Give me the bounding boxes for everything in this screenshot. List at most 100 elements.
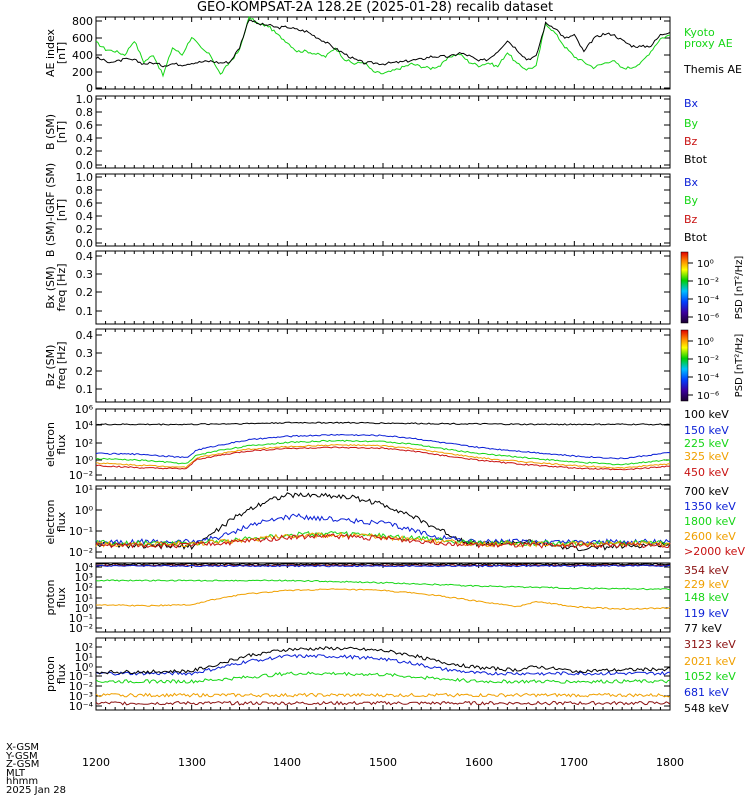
legend-entry: 148 keV [684,591,729,604]
y-tick-label: 10⁻² [69,546,93,559]
y-tick-label: 10⁰ [75,504,94,517]
y-tick-label: 400 [72,49,93,62]
legend-entry: 2600 keV [684,530,736,543]
panel-frame [95,408,671,481]
y-axis-label-unit: flux [55,434,68,455]
colorbar-tick-label: 10⁻⁴ [697,373,719,384]
legend-entry: 77 keV [684,622,722,635]
y-tick-label: 10⁻³ [69,690,93,703]
y-tick-label: 0.4 [76,132,94,145]
legend-entry: Bz [684,135,698,148]
x-tick-label: 1400 [273,756,301,769]
colorbar-tick-label: 10⁻⁴ [697,295,719,306]
y-axis-label-unit: flux [55,663,68,684]
y-axis-label: AE index [44,28,57,77]
footer-date: 2025 Jan 28 [6,784,66,796]
footer-xgsm: X-GSM [6,742,40,753]
colorbar [680,251,689,324]
y-axis-label: proton [44,579,57,615]
y-axis-label-unit: freq [Hz] [55,341,68,389]
footer-zgsm: Z-GSM [6,759,40,771]
y-axis-label-unit: flux [55,587,68,608]
y-tick-label: 10⁰ [75,454,94,467]
x-tick-label: 1200 [82,756,110,769]
legend-entry: 1800 keV [684,515,736,528]
series-line [95,692,670,698]
y-axis-label-unit: [nT] [55,121,68,143]
panel-frame [95,328,671,403]
y-tick-label: 10² [75,437,93,450]
series-line [95,654,671,676]
y-tick-label: 1.0 [76,93,94,106]
y-tick-label: 0.3 [76,347,94,360]
series-line [95,579,671,591]
x-tick-label: 1700 [560,756,588,769]
legend-entry: Btot [684,153,708,166]
footer-mlt: MLT [6,767,25,779]
legend-entry: Bx [684,97,699,110]
legend-entry: Kyoto [684,26,715,39]
y-tick-label: 0.8 [76,184,94,197]
legend-entry: Bx [684,176,699,189]
y-tick-label: 0.2 [76,223,94,236]
legend-entry: 450 keV [684,466,729,479]
x-tick-label: 1600 [465,756,493,769]
panel-bzspec: 0.1 0.2 0.3 0.4 Bz (SM)freq [Hz] 10⁰ 10⁻² 10⁻⁴ 1… [44,328,745,403]
legend-entry: 325 keV [684,450,729,463]
series-line [95,700,671,706]
series-line [95,439,671,466]
footer-hhmm: hhmm [6,776,39,788]
y-axis-label-unit: flux [55,511,68,532]
y-tick-label: 10⁻² [69,622,93,635]
legend-entry: By [684,194,699,207]
y-tick-label: 0.4 [76,250,94,263]
colorbar-tick-label: 10⁰ [697,337,714,348]
legend-entry: 100 keV [684,408,729,421]
legend-entry: By [684,117,699,130]
y-axis-label: Bz (SM) [44,345,57,387]
y-tick-label: 10² [75,581,93,594]
legend-entry: 681 keV [684,686,729,699]
y-tick-label: 0.2 [76,365,94,378]
panel-frame [95,173,671,247]
y-tick-label: 0.0 [76,159,94,172]
y-tick-label: 10⁴ [75,419,94,432]
y-tick-label: 0.6 [76,197,94,210]
y-tick-label: 10¹ [75,651,93,664]
legend-entry: 2021 keV [684,655,736,668]
chart-title: GEO-KOMPSAT-2A 128.2E (2025-01-28) recal… [196,0,554,15]
series-line [95,646,670,675]
legend-entry: proxy AE [684,37,733,50]
colorbar-tick-label: 10⁻² [697,277,719,288]
y-tick-label: 10⁻² [69,469,93,482]
y-axis-label: electron [44,422,57,467]
x-tick-label: 1500 [369,756,397,769]
y-axis-label: electron [44,500,57,545]
legend-entry: 1052 keV [684,670,736,683]
legend-entry: Btot [684,231,708,244]
panel-frame [95,95,671,169]
y-tick-label: 0.4 [76,329,94,342]
y-axis-label: proton [44,656,57,692]
y-axis-label: B (SM) [44,114,57,150]
series-line [95,19,671,68]
series-line [95,15,671,78]
legend-entry: 700 keV [684,485,729,498]
y-tick-label: 10⁻⁴ [69,700,94,713]
legend-entry: 150 keV [684,424,729,437]
colorbar-label: PSD [nT²/Hz] [734,256,745,320]
series-line [95,564,671,568]
footer-ygsm: Y-GSM [6,750,38,762]
y-axis-label-unit: freq [Hz] [55,263,68,311]
y-tick-label: 0.1 [76,383,94,396]
y-tick-label: 1.0 [76,171,94,184]
colorbar-tick-label: 10⁰ [697,259,714,270]
panel-frame [95,485,671,559]
y-tick-label: 10⁻¹ [69,670,93,683]
legend-entry: 229 keV [684,578,729,591]
panel-frame [95,250,671,325]
legend-entry: 1350 keV [684,500,736,513]
y-tick-label: 10¹ [75,592,93,605]
